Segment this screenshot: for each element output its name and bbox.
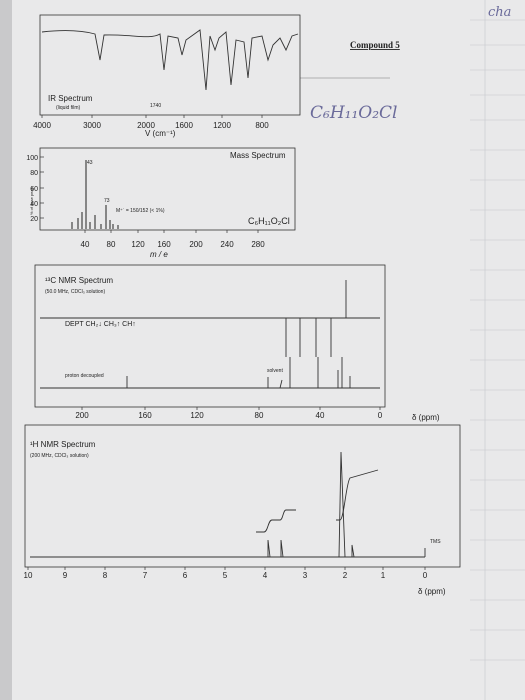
y-tick-label: 40: [30, 201, 38, 208]
ms-molecular-ion: M⁺˙ = 150/152 (< 1%): [116, 208, 165, 214]
x-tick-label: 4000: [33, 121, 51, 130]
compound-label: Compound 5: [350, 40, 400, 50]
h1-integral: [256, 469, 379, 533]
x-tick-label: 80: [107, 240, 116, 249]
ir-peak-label: 1740: [150, 103, 161, 109]
x-tick-label: 0: [423, 571, 428, 580]
x-tick-label: 80: [255, 411, 264, 420]
x-tick-label: 800: [255, 121, 269, 130]
ms-frame: [39, 147, 296, 231]
x-tick-label: 8: [103, 571, 108, 580]
x-tick-label: 160: [138, 411, 152, 420]
x-tick-label: 9: [63, 571, 68, 580]
ir-frame: [39, 14, 301, 116]
x-tick-label: 1600: [175, 121, 193, 130]
x-tick-label: 280: [251, 240, 265, 249]
c13-frame: [34, 264, 386, 408]
ms-x-label: m / e: [150, 250, 168, 259]
h1-trace: [30, 451, 426, 558]
ms-peak-label: 73: [104, 198, 110, 204]
h1-tms-label: TMS: [430, 539, 441, 545]
ms-title: Mass Spectrum: [230, 151, 286, 160]
ms-peaks: [71, 160, 119, 229]
ir-x-label: V (cm⁻¹): [145, 129, 176, 138]
handwritten-formula: C₆H₁₁O₂Cl: [310, 103, 397, 123]
c13-proton-label: proton decoupled: [65, 373, 104, 379]
ir-subtitle: (liquid film): [56, 105, 81, 111]
x-tick-label: 0: [378, 411, 383, 420]
notebook-lines: [470, 0, 525, 700]
ms-peak-label: 43: [87, 160, 93, 166]
h1-unit: δ (ppm): [418, 587, 446, 596]
x-tick-label: 5: [223, 571, 228, 580]
x-tick-label: 40: [81, 240, 90, 249]
y-tick-label: 60: [30, 186, 38, 193]
h1-title: ¹H NMR Spectrum: [30, 440, 96, 449]
x-tick-label: 7: [143, 571, 148, 580]
x-tick-label: 10: [24, 571, 33, 580]
c13-subtitle: (50.0 MHz, CDCl₃ solution): [45, 289, 105, 295]
ms-y-label: % of base peak: [29, 187, 34, 215]
ir-spectrum: [41, 29, 299, 91]
x-tick-label: 6: [183, 571, 188, 580]
y-tick-label: 100: [26, 155, 38, 162]
c13-title: ¹³C NMR Spectrum: [45, 276, 113, 285]
x-tick-label: 2000: [137, 121, 155, 130]
dept-trace: [40, 280, 380, 357]
x-tick-label: 3000: [83, 121, 101, 130]
h1-subtitle: (200 MHz, CDCl₃ solution): [30, 453, 89, 459]
y-tick-label: 20: [30, 216, 38, 223]
x-tick-label: 40: [316, 411, 325, 420]
x-tick-label: 2: [343, 571, 348, 580]
x-tick-label: 3: [303, 571, 308, 580]
c13-dept: DEPT CH₂↓ CH₃↑ CH↑: [65, 321, 136, 328]
c13-unit: δ (ppm): [412, 413, 440, 422]
paper-edge: [0, 0, 12, 700]
x-tick-label: 4: [263, 571, 268, 580]
x-tick-label: 120: [131, 240, 145, 249]
ms-formula: C₆H₁₁O₂Cl: [248, 216, 290, 226]
ir-title: IR Spectrum: [48, 94, 93, 103]
x-tick-label: 160: [157, 240, 171, 249]
x-tick-label: 240: [220, 240, 234, 249]
x-tick-label: 1: [381, 571, 386, 580]
c13-trace: [40, 357, 380, 389]
c13-solvent-label: solvent: [267, 368, 283, 374]
x-tick-label: 200: [189, 240, 203, 249]
x-tick-label: 200: [75, 411, 89, 420]
x-tick-label: 120: [190, 411, 204, 420]
x-tick-label: 1200: [213, 121, 231, 130]
corner-note: cha: [488, 5, 511, 20]
y-tick-label: 80: [30, 170, 38, 177]
h1-frame: [24, 424, 461, 568]
